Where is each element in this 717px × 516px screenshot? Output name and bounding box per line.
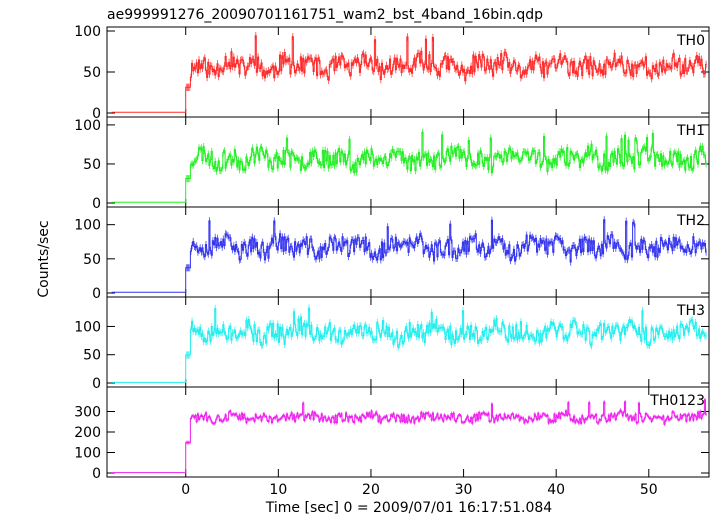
y-tick-label: 100 — [74, 319, 101, 335]
y-tick-label: 0 — [92, 466, 101, 482]
series-line — [111, 399, 707, 474]
y-tick-label: 200 — [74, 425, 101, 441]
panel-frame — [106, 296, 710, 388]
y-tick-label: 50 — [83, 65, 101, 81]
series-line — [111, 131, 707, 203]
x-axis-label: Time [sec] 0 = 2009/07/01 16:17:51.084 — [265, 500, 553, 516]
panel-name: TH2 — [676, 213, 705, 229]
series-errorbars — [185, 398, 707, 445]
x-tick-label: 50 — [640, 482, 658, 498]
y-tick-label: 100 — [74, 446, 101, 462]
panel-name: TH3 — [676, 303, 705, 319]
series-line — [111, 35, 707, 113]
panel-name: TH0 — [676, 33, 705, 49]
y-tick-label: 300 — [74, 405, 101, 421]
panel-name: TH0123 — [649, 393, 705, 409]
panel-name: TH1 — [676, 123, 705, 139]
series-line — [111, 219, 707, 293]
y-tick-label: 0 — [92, 376, 101, 392]
y-tick-label: 100 — [74, 218, 101, 234]
x-tick-label: 20 — [362, 482, 380, 498]
chart-title: ae999991276_20090701161751_wam2_bst_4ban… — [107, 7, 543, 23]
series-line — [111, 307, 707, 383]
y-tick-label: 50 — [83, 157, 101, 173]
y-axis-label: Counts/sec — [36, 220, 52, 297]
y-tick-label: 0 — [92, 286, 101, 302]
x-tick-label: 40 — [547, 482, 565, 498]
y-tick-label: 100 — [74, 118, 101, 134]
x-tick-label: 10 — [269, 482, 287, 498]
panel-frame — [106, 386, 710, 478]
x-tick-label: 30 — [455, 482, 473, 498]
y-tick-label: 0 — [92, 106, 101, 122]
x-tick-label: 0 — [181, 482, 190, 498]
y-tick-label: 50 — [83, 252, 101, 268]
y-tick-label: 0 — [92, 196, 101, 212]
series-errorbars — [185, 304, 707, 359]
y-tick-label: 50 — [83, 348, 101, 364]
y-tick-label: 100 — [74, 24, 101, 40]
